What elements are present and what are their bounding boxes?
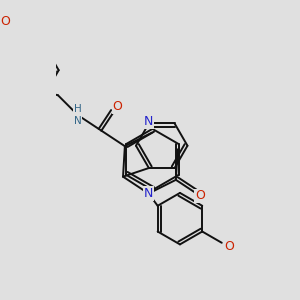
Text: N: N [144, 187, 153, 200]
Text: N: N [144, 115, 154, 128]
Text: O: O [195, 189, 205, 202]
Text: O: O [112, 100, 122, 113]
Text: H
N: H N [74, 104, 82, 126]
Text: O: O [0, 15, 10, 28]
Text: O: O [224, 240, 234, 253]
